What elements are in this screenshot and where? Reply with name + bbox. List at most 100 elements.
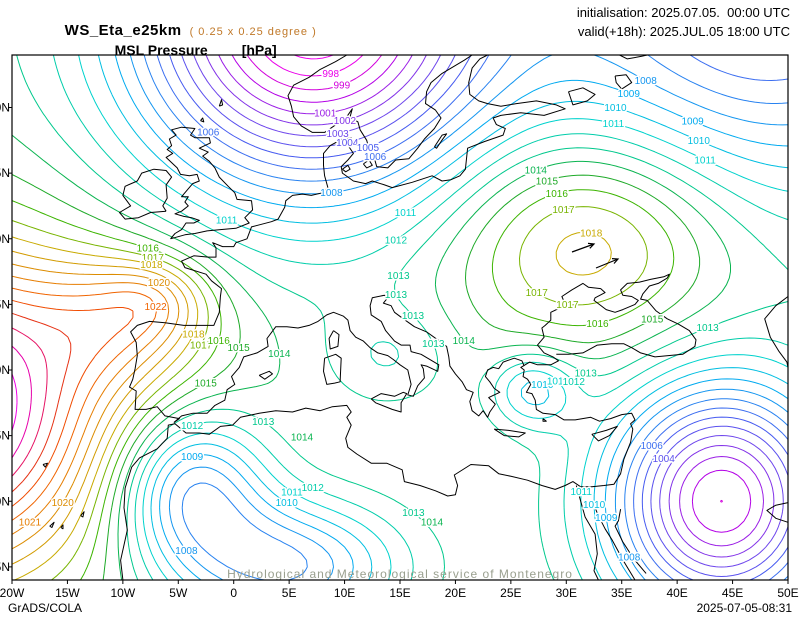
contour-line-999	[246, 54, 723, 503]
contour-label: 1002	[334, 116, 357, 127]
contour-label: 1020	[148, 278, 171, 289]
contour-label: 1010	[604, 103, 627, 114]
contour-line-1021	[11, 275, 170, 535]
coastline	[323, 353, 342, 385]
coastline	[591, 425, 618, 442]
coastline	[218, 99, 224, 107]
coastline	[119, 168, 173, 220]
coastline	[165, 126, 254, 240]
coastline	[766, 502, 789, 523]
wind-arrow	[595, 258, 620, 269]
contour-label: 1008	[635, 76, 658, 87]
coastline	[328, 330, 340, 350]
contour-line-1002	[205, 54, 775, 558]
contour-label: 1011	[570, 487, 592, 498]
contour-label: 1004	[653, 454, 676, 465]
lat-tick-label: 25N	[0, 560, 10, 574]
contour-label: 1013	[402, 311, 425, 322]
contour-label: 1016	[586, 319, 609, 330]
coastline	[370, 391, 408, 413]
contour-line-1017	[11, 206, 648, 581]
contours-layer	[11, 54, 789, 581]
lon-tick-label: 10W	[111, 586, 136, 600]
contour-line-1009	[114, 54, 789, 581]
contour-line-1006	[156, 54, 789, 581]
contour-label: 1006	[641, 441, 664, 452]
contour-label: 1018	[140, 260, 163, 271]
contour-label: 1003	[326, 129, 349, 140]
contour-line-1020	[11, 263, 180, 550]
contour-label: 1010	[531, 380, 554, 391]
lat-tick-label: 40N	[0, 363, 10, 377]
contour-line-1016	[11, 189, 675, 581]
valid-time: valid(+18h): 2025.JUL.05 18:00 UTC	[577, 24, 790, 39]
contour-label: 1016	[208, 336, 231, 347]
lon-tick-label: 20E	[445, 586, 466, 600]
lat-tick-label: 60N	[0, 101, 10, 115]
contour-label: 1017	[556, 300, 579, 311]
wind-arrow	[571, 242, 596, 253]
contour-label: 1011	[216, 215, 238, 226]
contour-label: 1016	[137, 243, 160, 254]
lon-tick-label: 45E	[722, 586, 743, 600]
field-title-line: MSL Pressure [hPa]	[99, 26, 277, 74]
model-name: WS_Eta_e25km	[64, 22, 182, 39]
watermark-text: Hydrological and Meteorological service …	[227, 567, 573, 581]
contour-label: 1012	[302, 483, 325, 494]
contour-line-1024	[11, 312, 72, 493]
lat-tick-label: 30N	[0, 494, 10, 508]
contour-label: 1008	[320, 188, 343, 199]
lon-tick-label: 5E	[282, 586, 297, 600]
contour-label: 1011	[603, 119, 625, 130]
contour-label: 1017	[142, 253, 165, 264]
contour-label: 998	[322, 69, 339, 80]
lon-tick-label: 20W	[0, 586, 25, 600]
contour-label: 1013	[385, 290, 408, 301]
contour-line-1005	[169, 54, 789, 581]
contour-line-1026	[11, 345, 32, 458]
contour-label: 1011	[395, 208, 417, 219]
contour-line-1000	[231, 54, 752, 533]
axes-layer: 20W 15W 10W 5W 0 5E 10E 15E 20E 25E 30E 35E 40E 45E 50…	[0, 54, 799, 600]
contour-label: 1016	[546, 189, 569, 200]
contour-label: 1013	[575, 368, 598, 379]
initialisation-time: initialisation: 2025.07.05. 00:00 UTC	[576, 5, 790, 20]
coastline	[42, 462, 48, 468]
coastline	[493, 428, 526, 438]
contour-label: 1014	[421, 518, 444, 529]
coastline	[568, 87, 596, 106]
contour-label: 1009	[181, 452, 204, 463]
coastline	[614, 74, 633, 90]
model-resolution: ( 0.25 x 0.25 degree )	[189, 26, 317, 38]
contour-label: 1013	[696, 323, 719, 334]
contour-label: 1020	[52, 498, 75, 509]
contour-label: 1012	[563, 377, 586, 388]
grads-credit: GrADS/COLA	[8, 601, 83, 615]
contour-label: 1012	[181, 421, 204, 432]
coastline	[287, 54, 473, 169]
lon-tick-label: 50E	[777, 586, 798, 600]
contour-label: 999	[333, 80, 350, 91]
lon-tick-label: 5W	[169, 586, 188, 600]
lon-tick-label: 0	[230, 586, 237, 600]
contour-label: 1018	[182, 329, 205, 340]
coastline	[34, 517, 38, 522]
contour-label: 1005	[357, 143, 380, 154]
contour-label: 1015	[536, 176, 559, 187]
coastline	[200, 117, 205, 123]
contour-label: 1006	[197, 127, 220, 138]
contour-line-1025	[11, 327, 48, 477]
coastline	[764, 296, 789, 368]
coastline	[575, 485, 599, 581]
contour-line-1013	[16, 54, 789, 581]
contour-line-1001	[218, 54, 764, 547]
coastline	[80, 511, 85, 518]
contour-label: 1009	[595, 513, 618, 524]
contour-label: 1014	[525, 166, 548, 177]
contour-line-1022	[11, 287, 157, 521]
contour-line-1003	[193, 54, 784, 568]
coastline	[433, 133, 448, 149]
contour-label: 1022	[144, 302, 167, 313]
creation-timestamp: 2025-07-05-08:31	[696, 601, 792, 615]
